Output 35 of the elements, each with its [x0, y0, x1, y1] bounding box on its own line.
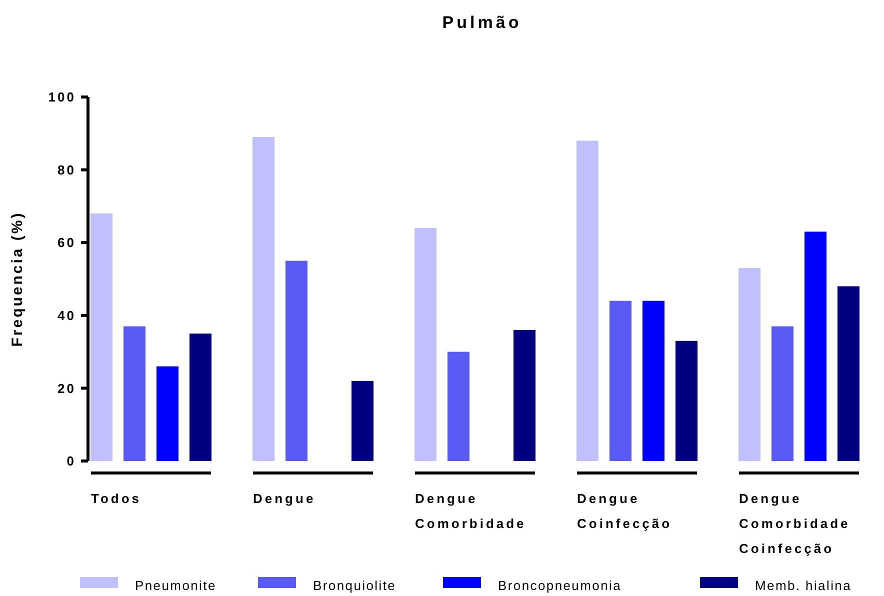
- bar: [804, 232, 826, 461]
- x-tick-label: Dengue: [253, 491, 316, 506]
- bar: [738, 268, 760, 461]
- x-tick-label: Dengue Coinfecção: [577, 491, 672, 531]
- bar: [90, 213, 112, 461]
- legend-label: Pneumonite: [135, 578, 216, 593]
- bar: [610, 300, 632, 461]
- bar: [286, 260, 308, 461]
- legend-label: Broncopneumonia: [498, 578, 622, 593]
- bar: [838, 286, 860, 461]
- bar: [642, 300, 664, 461]
- x-tick-label: Dengue Comorbidade: [415, 491, 526, 531]
- bar: [772, 326, 794, 461]
- bar: [414, 228, 436, 461]
- y-tick-label: 80: [58, 162, 76, 178]
- bar: [252, 137, 274, 461]
- legend-label: Memb. hialina: [755, 578, 852, 593]
- bar: [352, 380, 374, 461]
- y-tick-label: 60: [58, 235, 76, 250]
- bar: [576, 140, 598, 461]
- bar: [124, 326, 146, 461]
- y-tick-label: 0: [66, 454, 76, 469]
- bar: [156, 366, 178, 461]
- chart-title: Pulmão: [442, 13, 522, 32]
- y-axis-title: Frequencia (%): [9, 211, 26, 347]
- x-tick-label: Todos: [91, 491, 142, 506]
- y-tick-label: 100: [48, 90, 76, 105]
- bar: [676, 340, 698, 461]
- y-tick-label: 40: [58, 308, 76, 323]
- legend-label: Bronquiolite: [313, 578, 396, 593]
- bar: [514, 330, 536, 461]
- x-tick-label: Dengue Comorbidade Coinfecção: [739, 491, 850, 556]
- bar: [448, 352, 470, 461]
- y-tick-label: 20: [58, 380, 76, 396]
- bar: [190, 334, 212, 461]
